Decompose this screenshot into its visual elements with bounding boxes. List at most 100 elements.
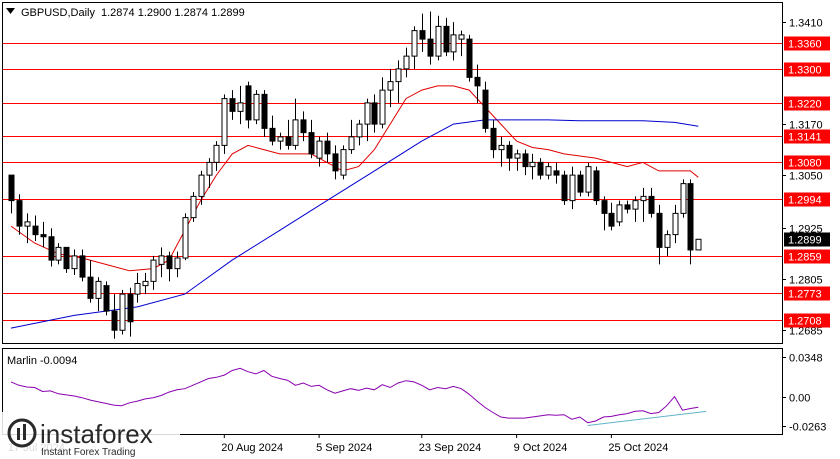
candle [24, 213, 31, 244]
candle [379, 77, 386, 129]
candle [474, 64, 481, 103]
main-chart-frame [2, 2, 783, 344]
marlin-line [10, 367, 699, 424]
candle [48, 228, 55, 267]
candle [624, 200, 631, 214]
time-tick-label: 5 Sep 2024 [316, 442, 372, 454]
candle-body-bear [48, 236, 55, 261]
candle [435, 15, 442, 61]
candle [63, 246, 70, 273]
candle-body-bull [55, 246, 62, 261]
candle [458, 30, 465, 57]
candlestick-series [8, 11, 702, 339]
candle [490, 119, 497, 159]
time-tick-label: 9 Oct 2024 [514, 442, 568, 454]
moving-average-fast [10, 85, 699, 272]
candle [221, 94, 228, 154]
candle [277, 132, 284, 150]
time-tick-label: 25 Oct 2024 [608, 442, 668, 454]
candle-body-bear [687, 183, 694, 251]
candle [40, 221, 47, 248]
candle [364, 98, 371, 142]
candle [71, 249, 78, 275]
candle-body-bull [640, 195, 647, 202]
candle-body-bear [490, 127, 497, 151]
level-label: 1.2994 [788, 195, 822, 207]
candle-body-bear [593, 170, 600, 202]
candle [190, 192, 197, 222]
candle [537, 158, 544, 180]
candle [213, 141, 220, 171]
candle-body-bear [537, 161, 544, 176]
candle [529, 153, 536, 180]
candle [695, 238, 702, 251]
candle-body-bull [395, 68, 402, 83]
candle-body-bear [32, 225, 39, 236]
candle [32, 215, 39, 241]
candle-body-bear [300, 119, 307, 134]
candle-body-bull [387, 81, 394, 91]
candle-body-bull [664, 234, 671, 248]
candle [514, 149, 521, 171]
candle-body-bear [624, 204, 631, 210]
dropdown-triangle-icon[interactable] [6, 8, 15, 14]
candle [87, 260, 94, 303]
candle [545, 162, 552, 180]
candle-body-bear [79, 255, 86, 278]
candle [553, 162, 560, 184]
candle-body-bull [458, 34, 465, 40]
candle [8, 174, 15, 214]
candle [640, 187, 647, 222]
candle-body-bull [498, 144, 505, 151]
indicator-label: Marlin -0.0094 [7, 355, 77, 367]
candle [371, 94, 378, 133]
candle [632, 196, 639, 222]
ohlc-readout: 1.2874 1.2900 1.2874 1.2899 [101, 7, 245, 19]
candle-body-bull [198, 174, 205, 197]
candle [253, 90, 260, 125]
candle [142, 272, 149, 295]
indicator-axis: 0.0348 0.00 -0.0263 [782, 353, 826, 434]
ma-slow-line [10, 119, 699, 329]
candle-body-bear [474, 76, 481, 87]
candle-body-bull [190, 195, 197, 219]
level-label: 1.2773 [788, 289, 822, 301]
candle-body-bear [269, 127, 276, 142]
candle [324, 132, 331, 163]
candle [119, 289, 126, 335]
candle-body-bull [71, 255, 78, 270]
candle-body-bull [24, 221, 31, 227]
candle-body-bull [174, 257, 181, 270]
level-label-bg [784, 192, 830, 207]
candle-body-bull [150, 259, 157, 282]
candle-body-bull [348, 136, 355, 151]
candle-body-bull [672, 212, 679, 236]
level-label-bg [784, 62, 830, 77]
instaforex-watermark: instaforex Instant Forex Trading [0, 412, 180, 459]
marlin-trendline[interactable] [587, 410, 707, 426]
candle [16, 194, 23, 235]
candle [340, 145, 347, 180]
candle [656, 204, 663, 265]
level-label: 1.2859 [788, 252, 822, 264]
level-label: 1.3141 [788, 132, 822, 144]
candle-body-bull [514, 153, 521, 159]
watermark-tagline: Instant Forex Trading [41, 447, 136, 458]
level-label: 1.3220 [788, 99, 822, 111]
candle-body-bear [87, 276, 94, 299]
time-tick-label: 20 Aug 2024 [221, 442, 283, 454]
candle-body-bull [316, 140, 323, 159]
candle-body-bull [680, 183, 687, 214]
candle [585, 162, 592, 197]
candle [395, 60, 402, 103]
candle-body-bull [411, 30, 418, 57]
candle [134, 272, 141, 303]
candle-body-bull [364, 102, 371, 125]
candle [348, 119, 355, 154]
indicator-tick-label: 0.0348 [789, 353, 823, 365]
candle-body-bull [95, 280, 102, 299]
candle [443, 17, 450, 57]
candle [237, 85, 244, 125]
candle [316, 136, 323, 167]
candle [103, 281, 110, 316]
